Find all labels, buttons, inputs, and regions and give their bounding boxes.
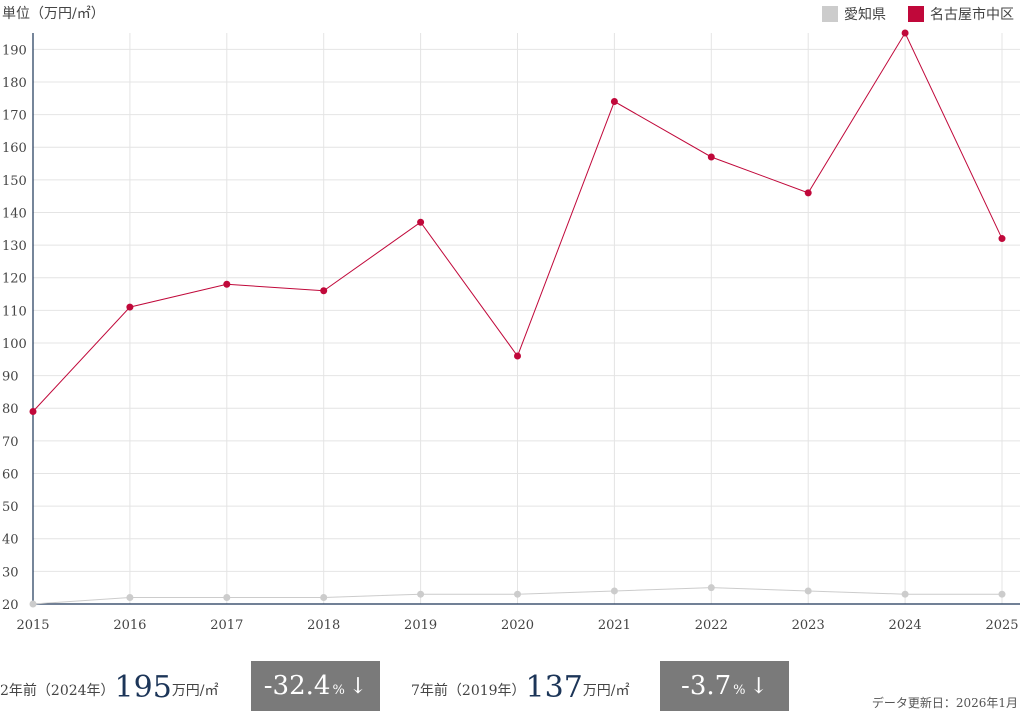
- data-point-aichi: [29, 600, 37, 608]
- change-badge-two-years: -32.4 % ↓: [251, 661, 380, 711]
- legend-label-naka: 名古屋市中区: [930, 7, 1014, 23]
- data-point-aichi: [417, 590, 425, 598]
- data-point-naka: [610, 98, 618, 106]
- y-tick-label: 70: [2, 435, 19, 450]
- data-point-naka: [901, 29, 909, 37]
- data-point-aichi: [223, 593, 231, 601]
- y-tick-label: 130: [2, 239, 27, 254]
- x-tick-label: 2019: [404, 618, 437, 633]
- chart-legend: 愛知県 名古屋市中区: [822, 4, 1014, 24]
- change-seven-years-value: -3.7: [681, 671, 732, 701]
- data-point-aichi: [804, 587, 812, 595]
- summary-two-years-value: 195: [114, 670, 172, 705]
- x-tick-label: 2016: [113, 618, 146, 633]
- y-tick-label: 90: [2, 370, 19, 385]
- data-point-naka: [126, 303, 134, 311]
- y-tick-label: 120: [2, 272, 27, 287]
- unit-label: 単位（万円/㎡）: [2, 6, 105, 22]
- line-chart: 20 30 40 50 60 70 80 90 100 110 120 130 140 150 160 170…: [2, 29, 1020, 633]
- x-tick-label: 2024: [889, 618, 922, 633]
- x-tick-label: 2018: [307, 618, 340, 633]
- data-point-naka: [804, 189, 812, 197]
- summary-two-years: 2年前（2024年） 195 万円/㎡: [0, 660, 219, 710]
- data-point-aichi: [126, 593, 134, 601]
- down-arrow-icon: ↓: [749, 673, 768, 699]
- x-tick-label: 2020: [501, 618, 534, 633]
- y-tick-label: 170: [2, 109, 27, 124]
- summary-two-years-unit: 万円/㎡: [171, 683, 219, 699]
- data-point-aichi: [320, 593, 328, 601]
- summary-bar: 2年前（2024年） 195 万円/㎡ -32.4 % ↓ 7年前（2019年）…: [0, 660, 1020, 711]
- change-two-years-pct: %: [332, 682, 345, 698]
- y-tick-label: 150: [2, 174, 27, 189]
- data-point-naka: [223, 280, 231, 288]
- data-point-naka: [707, 153, 715, 161]
- data-point-naka: [29, 407, 37, 415]
- x-tick-label: 2023: [792, 618, 825, 633]
- change-two-years-value: -32.4: [263, 671, 331, 701]
- summary-seven-years-unit: 万円/㎡: [582, 683, 630, 699]
- data-point-aichi: [998, 590, 1006, 598]
- legend-label-aichi: 愛知県: [844, 7, 886, 23]
- change-seven-years-pct: %: [733, 682, 746, 698]
- x-tick-label: 2025: [985, 618, 1018, 633]
- y-tick-label: 100: [2, 337, 27, 352]
- legend-swatch-naka: [908, 6, 924, 22]
- change-badge-seven-years: -3.7 % ↓: [660, 661, 789, 711]
- y-tick-label: 60: [2, 467, 19, 482]
- x-tick-label: 2021: [598, 618, 631, 633]
- y-tick-label: 190: [2, 43, 27, 58]
- y-tick-label: 140: [2, 206, 27, 221]
- y-tick-label: 50: [2, 500, 19, 515]
- y-tick-label: 80: [2, 402, 19, 417]
- legend-item-naka[interactable]: 名古屋市中区: [908, 4, 1014, 24]
- y-tick-label: 110: [2, 304, 27, 319]
- y-tick-label: 160: [2, 141, 27, 156]
- data-point-aichi: [610, 587, 618, 595]
- summary-seven-years-label: 7年前（2019年）: [411, 683, 526, 699]
- update-date: データ更新日：2026年1月: [871, 696, 1018, 710]
- legend-item-aichi[interactable]: 愛知県: [822, 4, 886, 24]
- down-arrow-icon: ↓: [348, 673, 368, 699]
- x-tick-label: 2022: [695, 618, 728, 633]
- x-tick-label: 2015: [16, 618, 49, 633]
- y-tick-label: 180: [2, 76, 27, 91]
- legend-swatch-aichi: [822, 6, 838, 22]
- y-tick-label: 40: [2, 533, 19, 548]
- data-point-aichi: [514, 590, 521, 598]
- x-tick-label: 2017: [210, 618, 243, 633]
- summary-two-years-label: 2年前（2024年）: [0, 683, 115, 699]
- data-point-naka: [998, 235, 1006, 243]
- summary-seven-years-value: 137: [525, 670, 583, 705]
- data-point-aichi: [707, 584, 715, 592]
- y-tick-label: 30: [2, 565, 19, 580]
- data-point-naka: [417, 218, 425, 226]
- data-point-naka: [320, 287, 328, 295]
- data-point-aichi: [901, 590, 909, 598]
- summary-seven-years: 7年前（2019年） 137 万円/㎡: [411, 660, 630, 710]
- data-point-naka: [514, 352, 521, 360]
- y-tick-label: 20: [2, 598, 19, 613]
